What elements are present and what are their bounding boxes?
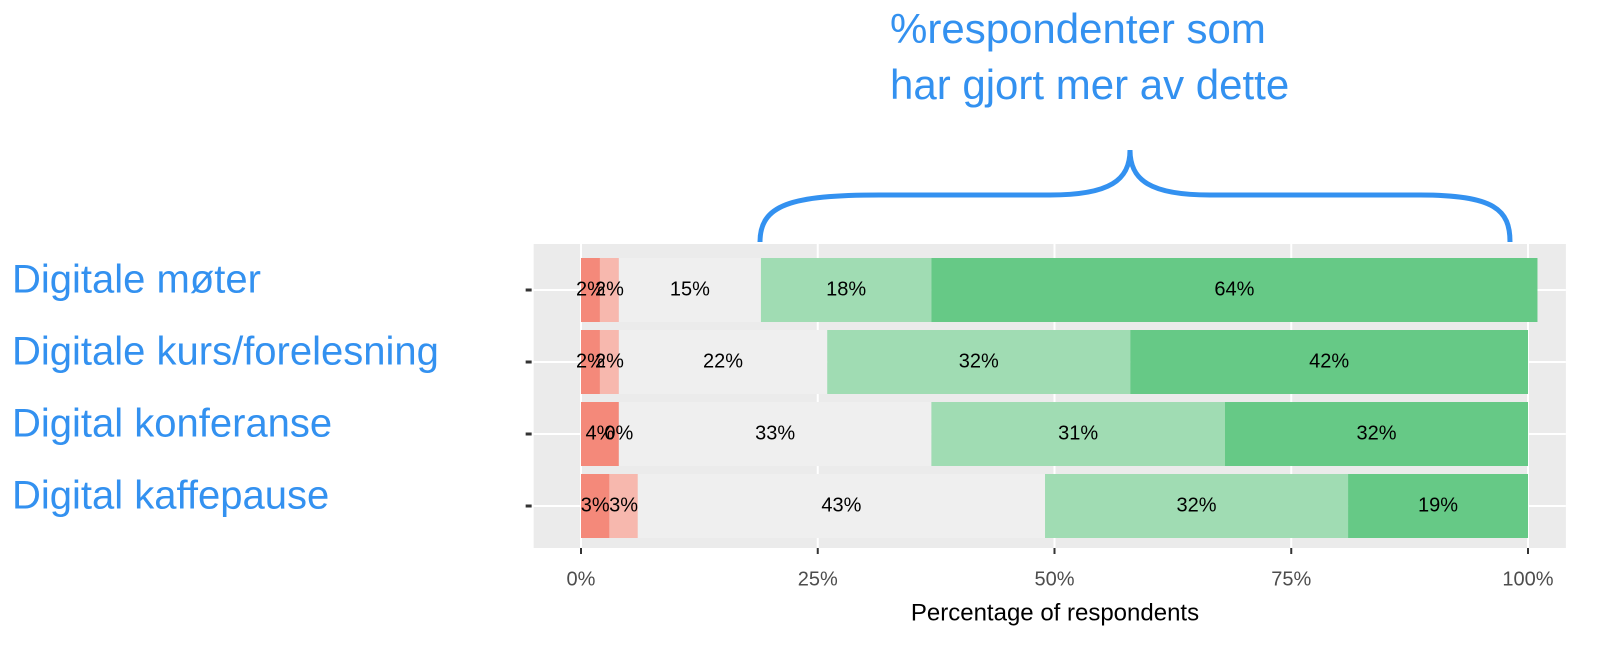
bar-segment bbox=[931, 402, 1225, 466]
annotation: %respondenter som bbox=[890, 5, 1266, 52]
x-axis-label: Percentage of respondents bbox=[911, 599, 1199, 626]
bar-segment bbox=[1130, 330, 1528, 394]
bar-segment bbox=[1224, 402, 1528, 466]
data-label: 18% bbox=[826, 278, 866, 300]
data-label: 19% bbox=[1418, 494, 1458, 516]
x-tick-label: 75% bbox=[1271, 568, 1311, 590]
bar-segment bbox=[1348, 474, 1528, 538]
x-tick-label: 0% bbox=[567, 568, 596, 590]
data-label: 32% bbox=[1177, 494, 1217, 516]
data-label: 32% bbox=[959, 350, 999, 372]
data-label: 4% bbox=[585, 422, 614, 444]
bar-segment bbox=[599, 258, 619, 322]
data-label: 3% bbox=[581, 494, 610, 516]
bar-segment bbox=[760, 258, 932, 322]
data-label: 42% bbox=[1309, 350, 1349, 372]
bar-segment bbox=[581, 258, 600, 322]
x-tick-label: 25% bbox=[798, 568, 838, 590]
data-label: 22% bbox=[703, 350, 743, 372]
data-label: 2% bbox=[595, 278, 624, 300]
bar-segment bbox=[609, 474, 638, 538]
data-label: 3% bbox=[609, 494, 638, 516]
x-tick-label: 50% bbox=[1034, 568, 1074, 590]
bar-segment bbox=[581, 402, 619, 466]
bar-segment bbox=[827, 330, 1131, 394]
bar-segment bbox=[581, 474, 610, 538]
y-tick-label: Digitale kurs/forelesning bbox=[12, 330, 439, 374]
data-label: 64% bbox=[1214, 278, 1254, 300]
bar-segment bbox=[599, 330, 619, 394]
bar-segment bbox=[1045, 474, 1349, 538]
annotation: har gjort mer av dette bbox=[890, 61, 1289, 108]
data-label: 32% bbox=[1356, 422, 1396, 444]
y-tick-label: Digital konferanse bbox=[12, 402, 332, 446]
bar-segment bbox=[618, 402, 932, 466]
brace bbox=[757, 149, 1513, 243]
bar-segment bbox=[618, 258, 761, 322]
data-label: 43% bbox=[821, 494, 861, 516]
bar-segment bbox=[618, 330, 828, 394]
y-tick-label: Digitale møter bbox=[12, 258, 261, 302]
data-label: 2% bbox=[576, 278, 605, 300]
bar-segment bbox=[581, 330, 600, 394]
y-tick-label: Digital kaffepause bbox=[12, 474, 329, 518]
data-label: 15% bbox=[670, 278, 710, 300]
x-tick-label: 100% bbox=[1502, 568, 1553, 590]
bar-segment bbox=[931, 258, 1538, 322]
bar-segment bbox=[637, 474, 1046, 538]
data-label: 0% bbox=[604, 422, 633, 444]
data-label: 2% bbox=[595, 350, 624, 372]
data-label: 33% bbox=[755, 422, 795, 444]
data-label: 2% bbox=[576, 350, 605, 372]
data-label: 31% bbox=[1058, 422, 1098, 444]
